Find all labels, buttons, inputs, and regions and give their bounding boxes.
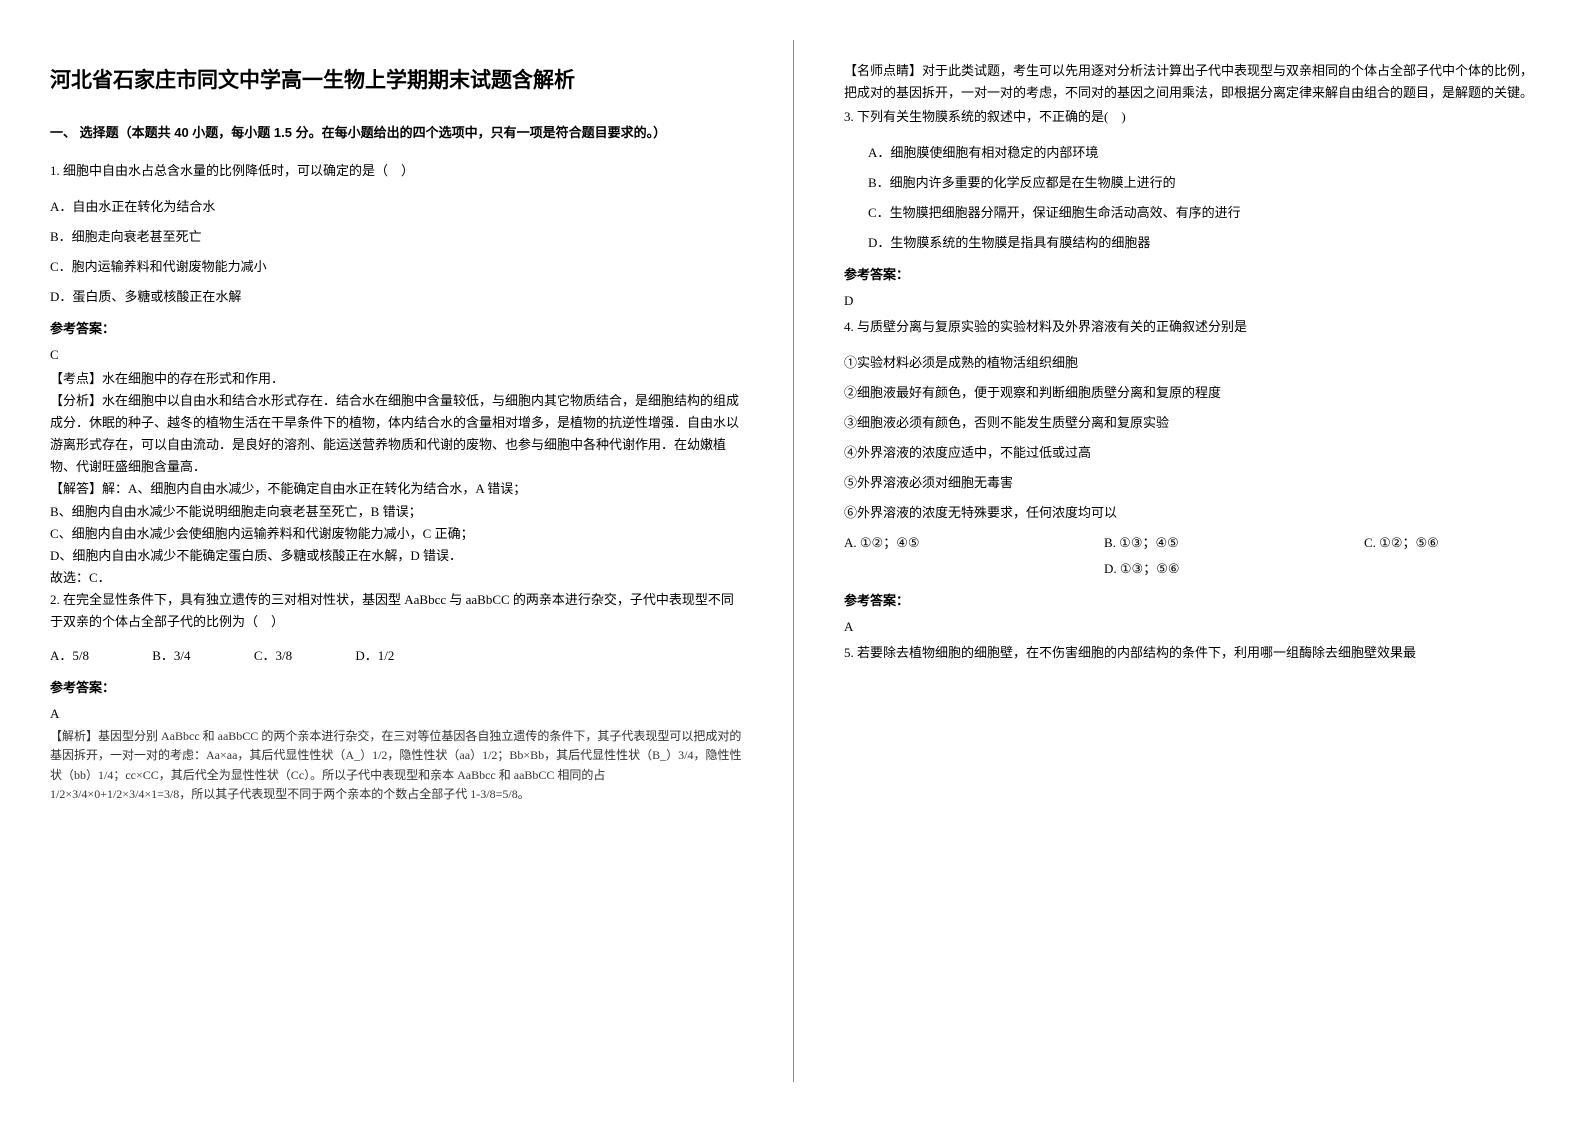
q1-opt-d: D．蛋白质、多糖或核酸正在水解 <box>50 284 743 310</box>
q1-jieda-a: 【解答】解：A、细胞内自由水减少，不能确定自由水正在转化为结合水，A 错误； <box>50 478 743 500</box>
q1-opt-a: A．自由水正在转化为结合水 <box>50 194 743 220</box>
q1-jieda-b: B、细胞内自由水减少不能说明细胞走向衰老甚至死亡，B 错误； <box>50 501 743 523</box>
q3-answer-label: 参考答案： <box>844 262 1537 288</box>
q2-opt-d: D．1/2 <box>355 643 394 669</box>
q4-opt-c: C. ①②；⑤⑥ <box>1364 530 1439 556</box>
q4-answer-label: 参考答案： <box>844 588 1537 614</box>
q1-answer-label: 参考答案： <box>50 316 743 342</box>
q4-s2: ②细胞液最好有颜色，便于观察和判断细胞质壁分离和复原的程度 <box>844 380 1537 406</box>
q4-opt-a: A. ①②；④⑤ <box>844 530 1104 556</box>
q1-answer: C <box>50 342 743 368</box>
q1-stem: 1. 细胞中自由水占总含水量的比例降低时，可以确定的是（ ） <box>50 158 743 184</box>
right-column: 【名师点睛】对于此类试题，考生可以先用逐对分析法计算出子代中表现型与双亲相同的个… <box>794 0 1587 1122</box>
q2-jiexi: 【解析】基因型分别 AaBbcc 和 aaBbCC 的两个亲本进行杂交，在三对等… <box>50 727 743 804</box>
q4-opt-c2 <box>844 556 1104 582</box>
q4-s6: ⑥外界溶液的浓度无特殊要求，任何浓度均可以 <box>844 500 1537 526</box>
q4-answer: A <box>844 614 1537 640</box>
q4-s5: ⑤外界溶液必须对细胞无毒害 <box>844 470 1537 496</box>
q4-s4: ④外界溶液的浓度应适中，不能过低或过高 <box>844 440 1537 466</box>
q3-opt-d: D．生物膜系统的生物膜是指具有膜结构的细胞器 <box>844 230 1537 256</box>
q3-answer: D <box>844 288 1537 314</box>
q2-tip: 【名师点睛】对于此类试题，考生可以先用逐对分析法计算出子代中表现型与双亲相同的个… <box>844 60 1537 104</box>
q1-jieda-d: D、细胞内自由水减少不能确定蛋白质、多糖或核酸正在水解，D 错误． <box>50 545 743 567</box>
q3-opt-a: A．细胞膜使细胞有相对稳定的内部环境 <box>844 140 1537 166</box>
q1-fenxi: 【分析】水在细胞中以自由水和结合水形式存在．结合水在细胞中含量较低，与细胞内其它… <box>50 390 743 478</box>
q3-stem: 3. 下列有关生物膜系统的叙述中，不正确的是( ) <box>844 104 1537 130</box>
q4-stem: 4. 与质壁分离与复原实验的实验材料及外界溶液有关的正确叙述分别是 <box>844 314 1537 340</box>
q2-opt-b: B．3/4 <box>152 643 190 669</box>
q2-stem: 2. 在完全显性条件下，具有独立遗传的三对相对性状，基因型 AaBbcc 与 a… <box>50 589 743 633</box>
q1-kaodian: 【考点】水在细胞中的存在形式和作用． <box>50 368 743 390</box>
q4-opt-d: D. ①③；⑤⑥ <box>1104 556 1364 582</box>
q4-opts-row2: D. ①③；⑤⑥ <box>844 556 1537 582</box>
q2-opt-a: A．5/8 <box>50 643 89 669</box>
doc-title: 河北省石家庄市同文中学高一生物上学期期末试题含解析 <box>50 60 743 102</box>
q1-opt-b: B．细胞走向衰老甚至死亡 <box>50 224 743 250</box>
q2-answer-label: 参考答案： <box>50 675 743 701</box>
q2-answer: A <box>50 701 743 727</box>
left-column: 河北省石家庄市同文中学高一生物上学期期末试题含解析 一、 选择题（本题共 40 … <box>0 0 793 1122</box>
q2-opt-c: C．3/8 <box>254 643 292 669</box>
q4-s3: ③细胞液必须有颜色，否则不能发生质壁分离和复原实验 <box>844 410 1537 436</box>
q4-s1: ①实验材料必须是成熟的植物活组织细胞 <box>844 350 1537 376</box>
q1-guxuan: 故选：C． <box>50 567 743 589</box>
q5-stem: 5. 若要除去植物细胞的细胞壁，在不伤害细胞的内部结构的条件下，利用哪一组酶除去… <box>844 640 1537 666</box>
q1-opt-c: C．胞内运输养料和代谢废物能力减小 <box>50 254 743 280</box>
q4-opt-b: B. ①③；④⑤ <box>1104 530 1364 556</box>
section-1-header: 一、 选择题（本题共 40 小题，每小题 1.5 分。在每小题给出的四个选项中，… <box>50 120 743 146</box>
q1-jieda-c: C、细胞内自由水减少会使细胞内运输养料和代谢废物能力减小，C 正确； <box>50 523 743 545</box>
q3-opt-b: B．细胞内许多重要的化学反应都是在生物膜上进行的 <box>844 170 1537 196</box>
q3-opt-c: C．生物膜把细胞器分隔开，保证细胞生命活动高效、有序的进行 <box>844 200 1537 226</box>
q4-opts-row1: A. ①②；④⑤ B. ①③；④⑤ C. ①②；⑤⑥ <box>844 530 1537 556</box>
q2-options: A．5/8 B．3/4 C．3/8 D．1/2 <box>50 643 743 669</box>
